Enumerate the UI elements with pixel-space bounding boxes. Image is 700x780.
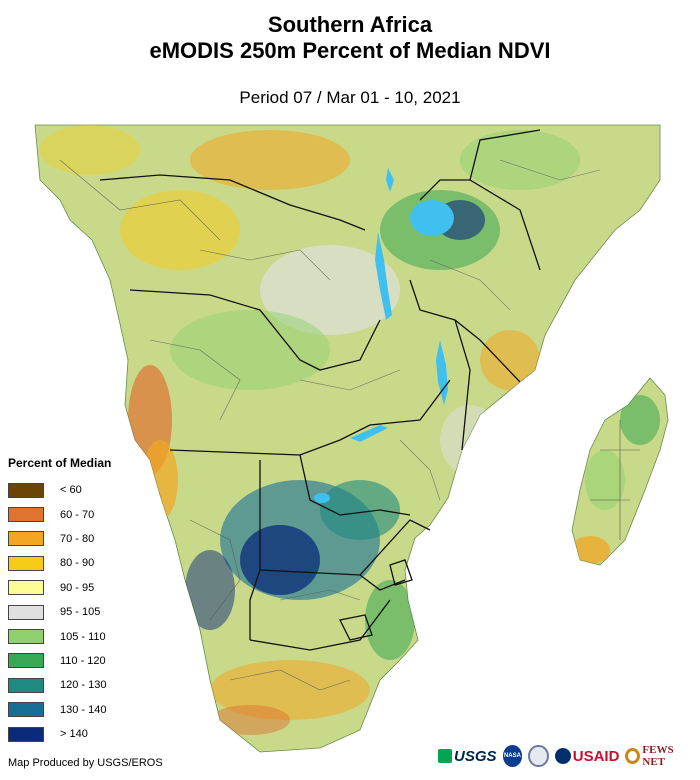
legend-item: 80 - 90 (8, 551, 138, 575)
lake-victoria (410, 200, 454, 236)
legend-label: 110 - 120 (60, 654, 106, 667)
legend-swatch (8, 726, 44, 742)
admin-boundaries (59, 159, 601, 691)
madagascar-patches (572, 395, 660, 564)
lake-tanganyika (375, 232, 392, 320)
legend-item: 120 - 130 (8, 673, 138, 697)
legend-label: > 140 (60, 728, 88, 741)
legend-swatch (8, 653, 44, 669)
legend-swatch (8, 482, 44, 498)
legend-item: 90 - 95 (8, 576, 138, 600)
map-title-line2: eMODIS 250m Percent of Median NDVI (149, 38, 551, 63)
legend-label: 70 - 80 (60, 532, 95, 545)
legend-label: 90 - 95 (60, 581, 95, 594)
nasa-logo-text: NASA (503, 753, 521, 759)
legend: Percent of Median < 60 60 - 70 70 - 80 80 -… (8, 456, 138, 746)
usaid-logo-text: USAID (572, 747, 620, 765)
fewsnet-icon (625, 748, 641, 764)
logo-bar: USGS NASA USAID FEWS NET (438, 740, 693, 772)
map-title-line1: Southern Africa (267, 12, 433, 37)
legend-label: 80 - 90 (60, 557, 95, 570)
lake-malawi (436, 340, 448, 405)
usgs-icon (438, 749, 452, 763)
legend-swatch (8, 677, 44, 693)
legend-item: 70 - 80 (8, 527, 138, 551)
legend-item: 110 - 120 (8, 649, 138, 673)
legend-items: < 60 60 - 70 70 - 80 80 - 90 90 - 95 95 - 105… (8, 478, 138, 746)
fewsnet-logo-text: FEWS NET (642, 744, 674, 768)
lake-kivu (386, 168, 394, 192)
legend-item: 95 - 105 (8, 600, 138, 624)
mainland (34, 124, 661, 753)
country-borders (99, 129, 541, 651)
legend-swatch (8, 629, 44, 645)
legend-label: 120 - 130 (60, 679, 107, 692)
legend-swatch (8, 702, 44, 718)
okavango-delta (314, 493, 330, 503)
dhs-seal-icon (528, 745, 549, 767)
legend-swatch (8, 580, 44, 596)
nasa-logo: NASA (502, 745, 523, 767)
usaid-logo: USAID (554, 747, 620, 765)
legend-item: < 60 (8, 478, 138, 502)
fewsnet-logo: FEWS NET (625, 744, 693, 768)
legend-label: 95 - 105 (60, 606, 101, 619)
lake-kariba (350, 425, 388, 442)
legend-label: < 60 (60, 484, 82, 497)
madagascar (571, 377, 669, 566)
credit-text: Map Produced by USGS/EROS (8, 757, 163, 769)
madagascar-admin (590, 420, 640, 540)
legend-label: 105 - 110 (60, 630, 106, 643)
map-subtitle: Period 07 / Mar 01 - 10, 2021 (239, 88, 461, 107)
legend-swatch (8, 604, 44, 620)
legend-swatch (8, 531, 44, 547)
legend-title: Percent of Median (8, 456, 112, 470)
ndvi-map (34, 124, 669, 753)
legend-swatch (8, 555, 44, 571)
legend-item: 105 - 110 (8, 624, 138, 648)
legend-swatch (8, 507, 44, 523)
lakes (314, 168, 454, 503)
legend-item: 60 - 70 (8, 502, 138, 526)
usgs-logo-text: USGS (454, 747, 497, 765)
legend-label: 60 - 70 (60, 508, 95, 521)
usaid-seal-icon (554, 748, 571, 764)
usgs-logo: USGS (438, 748, 497, 765)
legend-label: 130 - 140 (60, 703, 107, 716)
legend-item: 130 - 140 (8, 698, 138, 722)
legend-item: > 140 (8, 722, 138, 746)
